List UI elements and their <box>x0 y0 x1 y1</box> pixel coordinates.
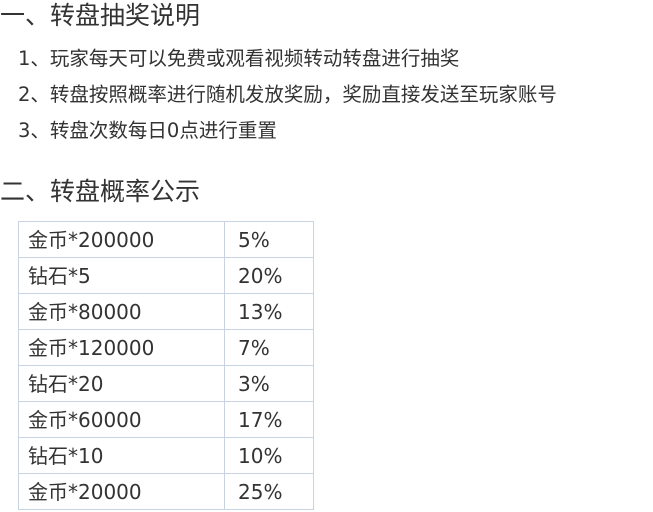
table-row: 金币*60000 17% <box>18 401 314 438</box>
prize-cell: 金币*60000 <box>18 401 225 438</box>
rate-cell: 13% <box>224 293 314 330</box>
section-title-probability: 二、转盘概率公示 <box>0 177 201 206</box>
rule-item: 1、玩家每天可以免费或观看视频转动转盘进行抽奖 <box>18 47 460 70</box>
prize-cell: 金币*80000 <box>18 293 225 330</box>
rule-item: 3、转盘次数每日0点进行重置 <box>18 119 277 142</box>
rate-cell: 7% <box>224 329 314 366</box>
section-title-rules: 一、转盘抽奖说明 <box>0 1 201 30</box>
prize-cell: 金币*20000 <box>18 473 225 510</box>
table-row: 钻石*10 10% <box>18 437 314 474</box>
table-row: 金币*200000 5% <box>18 221 314 258</box>
prize-cell: 金币*120000 <box>18 329 225 366</box>
prize-cell: 钻石*10 <box>18 437 225 474</box>
table-row: 钻石*5 20% <box>18 257 314 294</box>
rules-list: 1、玩家每天可以免费或观看视频转动转盘进行抽奖 2、转盘按照概率进行随机发放奖励… <box>18 41 557 149</box>
table-row: 金币*20000 25% <box>18 473 314 510</box>
rate-cell: 25% <box>224 473 314 510</box>
rate-cell: 20% <box>224 257 314 294</box>
probability-table: 金币*200000 5% 钻石*5 20% 金币*80000 13% 金币*12… <box>18 221 314 510</box>
prize-cell: 钻石*5 <box>18 257 225 294</box>
rate-cell: 10% <box>224 437 314 474</box>
table-row: 钻石*20 3% <box>18 365 314 402</box>
prize-cell: 金币*200000 <box>18 221 225 258</box>
table-row: 金币*120000 7% <box>18 329 314 366</box>
rate-cell: 5% <box>224 221 314 258</box>
table-row: 金币*80000 13% <box>18 293 314 330</box>
rate-cell: 17% <box>224 401 314 438</box>
rule-item: 2、转盘按照概率进行随机发放奖励，奖励直接发送至玩家账号 <box>18 83 557 106</box>
rate-cell: 3% <box>224 365 314 402</box>
prize-cell: 钻石*20 <box>18 365 225 402</box>
